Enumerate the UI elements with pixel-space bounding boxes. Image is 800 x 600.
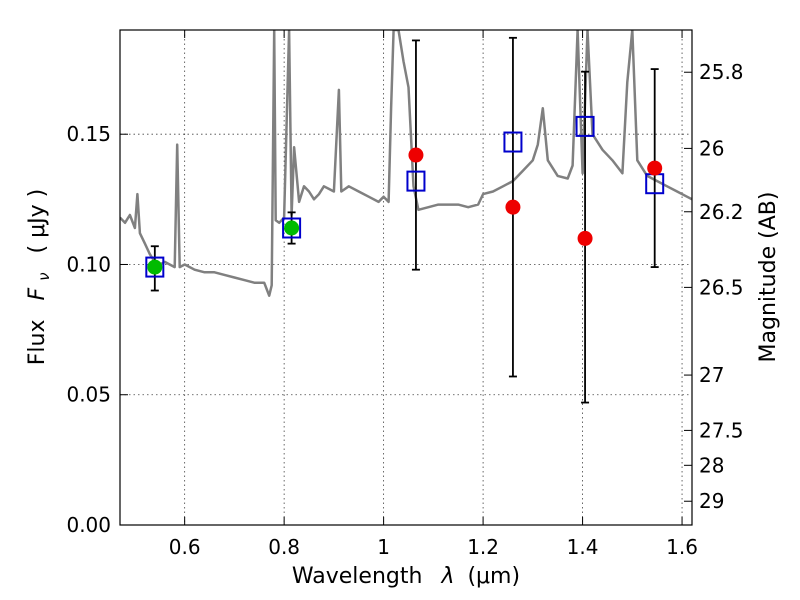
y-axis-label: Flux F ν ( μJy ): [25, 189, 55, 365]
x-tick-label: 1.4: [567, 535, 599, 559]
y2-axis-label: Magnitude (AB): [756, 192, 781, 363]
data-markers: [145, 115, 665, 278]
observed-red-point: [577, 230, 593, 246]
x-tick-label: 0.6: [169, 535, 201, 559]
x-axis-label-symbol: λ: [440, 564, 454, 589]
observed-green-point: [284, 220, 300, 236]
y2-tick-label: 28: [699, 453, 724, 477]
y2-tick-label: 29: [699, 489, 724, 513]
spectrum-path: [120, 30, 692, 297]
x-tick-label: 1.6: [666, 535, 698, 559]
y-tick-label: 0.15: [66, 122, 111, 146]
observed-red-point: [647, 160, 663, 176]
y2-tick-label: 27.5: [699, 418, 744, 442]
x-tick-label: 1.2: [467, 535, 499, 559]
axis-ticks: 0.6 0.8 1 1.2 1.4 1.6 0.00 0.05 0.10 0.15 25.8 26 26…: [66, 30, 744, 559]
y-tick-label: 0.05: [66, 383, 111, 407]
y2-tick-label: 26.5: [699, 275, 744, 299]
observed-green-point: [147, 259, 163, 275]
y-tick-label: 0.00: [66, 513, 111, 537]
x-axis-label-prefix: Wavelength: [292, 564, 423, 589]
observed-red-point: [408, 147, 424, 163]
plot-background: [120, 30, 692, 525]
observed-red-point: [505, 199, 521, 215]
x-axis-label: Wavelength λ (μm): [292, 564, 520, 589]
x-tick-label: 1: [377, 535, 390, 559]
y2-tick-label: 25.8: [699, 60, 744, 84]
y-axis-label-prefix: Flux: [25, 319, 50, 365]
y2-tick-label: 26: [699, 136, 724, 160]
model-photometry-square: [282, 217, 302, 239]
y-tick-label: 0.10: [66, 252, 111, 276]
y-axis-label-subscript: ν: [35, 272, 53, 280]
model-photometry-square: [406, 170, 426, 192]
y-axis-label-symbol: F: [25, 287, 50, 300]
y2-tick-label: 27: [699, 363, 724, 387]
y2-tick-label: 26.2: [699, 200, 744, 224]
plot-frame: [119, 29, 693, 526]
grid-lines: [120, 30, 692, 525]
model-spectrum-line: [120, 30, 692, 297]
x-tick-label: 0.8: [268, 535, 300, 559]
model-photometry-square: [575, 115, 595, 137]
model-photometry-square: [503, 131, 523, 153]
x-axis-label-unit: (μm): [467, 564, 520, 589]
model-photometry-square: [145, 256, 165, 278]
y-axis-label-unit: ( μJy ): [25, 189, 50, 254]
